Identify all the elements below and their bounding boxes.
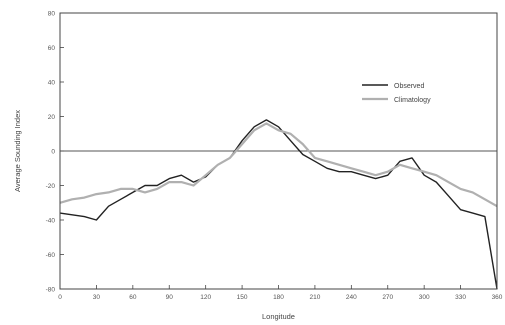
series-line-climatology bbox=[59, 122, 498, 208]
y-axis-label: Average Sounding Index bbox=[13, 110, 22, 192]
x-tick-label: 270 bbox=[382, 294, 393, 301]
legend-climatology-label: Climatology bbox=[394, 97, 431, 104]
x-tick-label: 150 bbox=[237, 294, 248, 301]
x-tick-label: 90 bbox=[166, 294, 174, 301]
y-tick-label: 20 bbox=[48, 114, 56, 121]
x-tick-label: 180 bbox=[273, 294, 284, 301]
x-tick-label: 0 bbox=[58, 294, 62, 301]
legend-observed-label: Observed bbox=[394, 83, 424, 90]
y-tick-label: -60 bbox=[46, 252, 56, 259]
x-tick-label: 120 bbox=[200, 294, 211, 301]
y-tick-label: 60 bbox=[48, 45, 56, 52]
x-tick-label: 300 bbox=[419, 294, 430, 301]
y-tick-label: 0 bbox=[51, 149, 55, 156]
y-tick-label: 80 bbox=[48, 11, 56, 18]
series-line-observed bbox=[59, 119, 498, 290]
x-tick-label: 240 bbox=[346, 294, 357, 301]
ticks-layer: 0 30 60 90 120 150 180 210 240 270 300 330 360 80 60 40… bbox=[46, 11, 503, 302]
x-tick-label: 360 bbox=[492, 294, 503, 301]
y-tick-label: 40 bbox=[48, 80, 56, 87]
x-axis-label: Longitude bbox=[262, 312, 295, 321]
x-tick-label: 30 bbox=[93, 294, 101, 301]
y-tick-label: -20 bbox=[46, 183, 56, 190]
y-tick-label: -80 bbox=[46, 287, 56, 294]
legend: Observed Climatology bbox=[362, 83, 431, 104]
y-tick-label: -40 bbox=[46, 218, 56, 225]
x-tick-label: 60 bbox=[129, 294, 137, 301]
series-layer bbox=[59, 119, 498, 290]
x-tick-label: 210 bbox=[309, 294, 320, 301]
x-tick-label: 330 bbox=[455, 294, 466, 301]
